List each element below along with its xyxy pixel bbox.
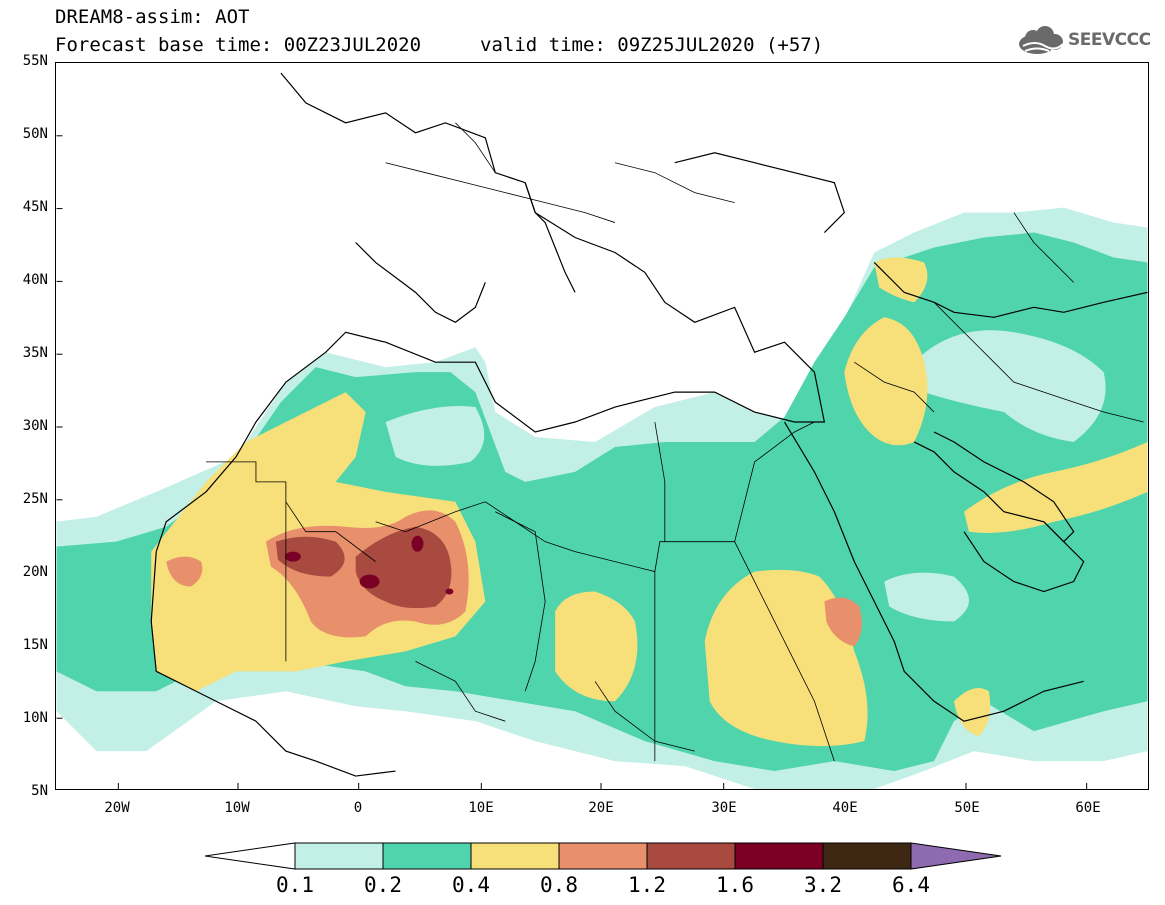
lon-label: 40E [832, 800, 858, 816]
colorbar-label: 0.4 [452, 873, 490, 897]
colorbar-bin-0.1 [294, 842, 384, 870]
valid-time: valid time: 09Z25JUL2020 (+57) [480, 34, 824, 56]
lat-label: 10N [22, 710, 48, 726]
colorbar-label: 0.2 [364, 873, 402, 897]
lat-label: 25N [22, 491, 48, 507]
colorbar-label: 0.1 [276, 873, 314, 897]
lon-label: 10W [224, 800, 250, 816]
lon-label: 10E [468, 800, 494, 816]
colorbar-bin-3.2 [822, 842, 912, 870]
colorbar-bin-1.2 [646, 842, 736, 870]
lon-label: 20E [588, 800, 614, 816]
colorbar [205, 842, 1002, 870]
colorbar-label: 3.2 [804, 873, 842, 897]
aot-level-0.1-patches [385, 330, 1106, 622]
colorbar-label: 1.2 [628, 873, 666, 897]
colorbar-label: 1.6 [716, 873, 754, 897]
colorbar-over [910, 842, 1002, 870]
lat-label: 20N [22, 564, 48, 580]
colorbar-bin-1.6 [734, 842, 824, 870]
lon-label: 30E [711, 800, 737, 816]
lat-label: 35N [22, 345, 48, 361]
forecast-base-time: Forecast base time: 00Z23JUL2020 [55, 34, 422, 56]
colorbar-label: 6.4 [892, 873, 930, 897]
lat-label: 5N [31, 783, 48, 799]
logo-text: SEEVCCC [1068, 30, 1151, 50]
lat-label: 45N [22, 199, 48, 215]
lat-label: 55N [22, 53, 48, 69]
borders [206, 122, 1144, 762]
coastlines [150, 72, 1148, 777]
aot-level-1.6 [284, 535, 454, 595]
lat-label: 50N [22, 126, 48, 142]
lon-label: 20W [104, 800, 130, 816]
lat-label: 40N [22, 272, 48, 288]
lon-label: 0 [353, 800, 363, 816]
colorbar-bin-0.2 [382, 842, 472, 870]
lon-label: 50E [954, 800, 980, 816]
colorbar-bin-0.4 [470, 842, 560, 870]
colorbar-bin-0.8 [558, 842, 648, 870]
aot-level-1.2 [275, 526, 452, 609]
map-title: DREAM8-assim: AOT [55, 6, 250, 28]
lat-label: 30N [22, 418, 48, 434]
lat-label: 15N [22, 637, 48, 653]
aot-map [55, 62, 1149, 790]
colorbar-label: 0.8 [540, 873, 578, 897]
cloud-icon [1019, 26, 1064, 54]
colorbar-under [205, 842, 296, 870]
lon-label: 60E [1075, 800, 1101, 816]
